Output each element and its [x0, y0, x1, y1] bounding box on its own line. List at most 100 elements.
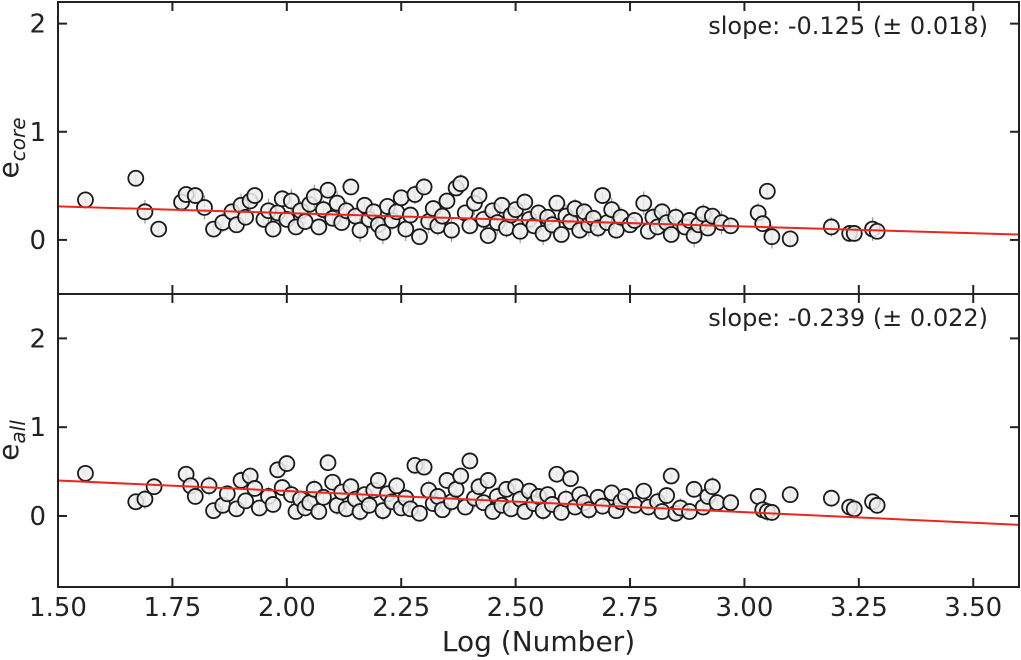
- data-point: [781, 486, 799, 504]
- fit-line-bottom: [57, 479, 1020, 526]
- data-point: [703, 478, 721, 496]
- data-point: [754, 215, 772, 233]
- data-point: [626, 212, 643, 229]
- data-point: [401, 206, 419, 224]
- data-point: [237, 492, 255, 510]
- data-point: [443, 221, 460, 239]
- data-point: [552, 226, 570, 243]
- data-point: [296, 213, 314, 230]
- y-tick-label: 2: [29, 10, 46, 40]
- data-point: [516, 193, 534, 211]
- data-point: [479, 227, 497, 245]
- data-point: [411, 504, 428, 522]
- data-point: [237, 208, 255, 226]
- data-point: [653, 503, 671, 520]
- y-tick-label: 1: [29, 118, 46, 148]
- ticks-bottom: 0 1 2: [29, 294, 1019, 587]
- data-point: [708, 494, 726, 512]
- data-point: [438, 192, 456, 210]
- data-point: [685, 480, 703, 498]
- data-point: [635, 482, 653, 500]
- data-point: [626, 496, 643, 514]
- data-point: [310, 218, 328, 236]
- data-point: [763, 228, 781, 246]
- data-point: [662, 467, 680, 485]
- x-tick-label: 2.00: [258, 593, 316, 623]
- slope-annotation-bottom: slope: -0.239 (± 0.022): [708, 304, 988, 332]
- y-tick-label: 1: [29, 413, 46, 443]
- x-tick-label: 3.50: [944, 593, 1002, 623]
- data-point: [822, 218, 840, 236]
- data-point: [415, 458, 433, 476]
- x-tick-label: 3.00: [715, 593, 773, 623]
- data-point: [310, 503, 328, 520]
- x-tick-label: 2.75: [601, 593, 659, 623]
- data-point: [186, 488, 204, 505]
- data-point: [319, 454, 337, 472]
- data-point: [433, 207, 451, 225]
- data-point: [186, 187, 204, 204]
- panel-top: 0 1 2 slope: -0.125 (± 0.018) ecore: [0, 1, 1020, 295]
- panel-frame-top: [57, 1, 1020, 295]
- x-tick-label: 3.25: [830, 593, 888, 623]
- y-axis-label-bottom: eall: [0, 420, 30, 461]
- data-point: [452, 175, 470, 193]
- data-point: [681, 503, 698, 520]
- data-point: [196, 199, 213, 216]
- data-point: [374, 223, 392, 241]
- data-point: [319, 181, 337, 199]
- data-points-bottom: [77, 452, 886, 522]
- x-axis-ticks: 1.50 1.75 2.00 2.25 2.50 2.75 3.00 3.25 3.50: [29, 593, 1002, 623]
- data-point: [658, 487, 676, 504]
- data-point: [662, 226, 680, 243]
- data-point: [360, 496, 378, 514]
- x-axis-label: Log (Number): [442, 625, 635, 658]
- data-point: [758, 182, 776, 200]
- data-point: [351, 221, 369, 239]
- data-point: [562, 470, 579, 488]
- data-point: [822, 489, 840, 507]
- panel-bottom: 0 1 2 slope: -0.239 (± 0.022) eall: [0, 293, 1020, 588]
- data-point: [342, 178, 360, 196]
- data-point: [136, 490, 154, 508]
- y-axis-label-top: ecore: [0, 118, 30, 179]
- data-point: [369, 472, 387, 489]
- data-point: [470, 187, 488, 204]
- data-point: [452, 467, 470, 485]
- data-point: [845, 500, 863, 518]
- data-point: [411, 228, 428, 246]
- data-point: [278, 455, 296, 472]
- data-point: [635, 194, 653, 212]
- data-point: [200, 477, 218, 495]
- data-point: [722, 494, 740, 512]
- data-point: [548, 194, 566, 212]
- data-point: [461, 217, 479, 235]
- data-point: [305, 188, 323, 206]
- ticks-top: 0 1 2: [29, 2, 1019, 294]
- data-point: [845, 225, 863, 242]
- data-point: [461, 452, 479, 470]
- slope-annotation-top: slope: -0.125 (± 0.018): [708, 12, 988, 40]
- x-tick-label: 2.50: [487, 593, 545, 623]
- data-point: [77, 191, 94, 209]
- data-point: [868, 496, 886, 514]
- data-point: [145, 478, 163, 496]
- data-point: [150, 220, 168, 238]
- data-point: [388, 477, 406, 495]
- y-tick-label: 0: [29, 226, 46, 256]
- data-point: [392, 189, 410, 207]
- data-point: [77, 464, 94, 482]
- data-point: [397, 220, 415, 238]
- data-point: [264, 496, 282, 513]
- data-point: [415, 178, 433, 196]
- y-tick-label: 0: [29, 502, 46, 532]
- data-point: [136, 203, 154, 221]
- data-point: [548, 465, 566, 483]
- data-point: [479, 472, 497, 489]
- data-point: [594, 187, 611, 204]
- data-point: [127, 169, 145, 187]
- data-point: [218, 485, 236, 503]
- x-tick-label: 1.75: [143, 593, 201, 623]
- x-tick-label: 1.50: [29, 593, 87, 623]
